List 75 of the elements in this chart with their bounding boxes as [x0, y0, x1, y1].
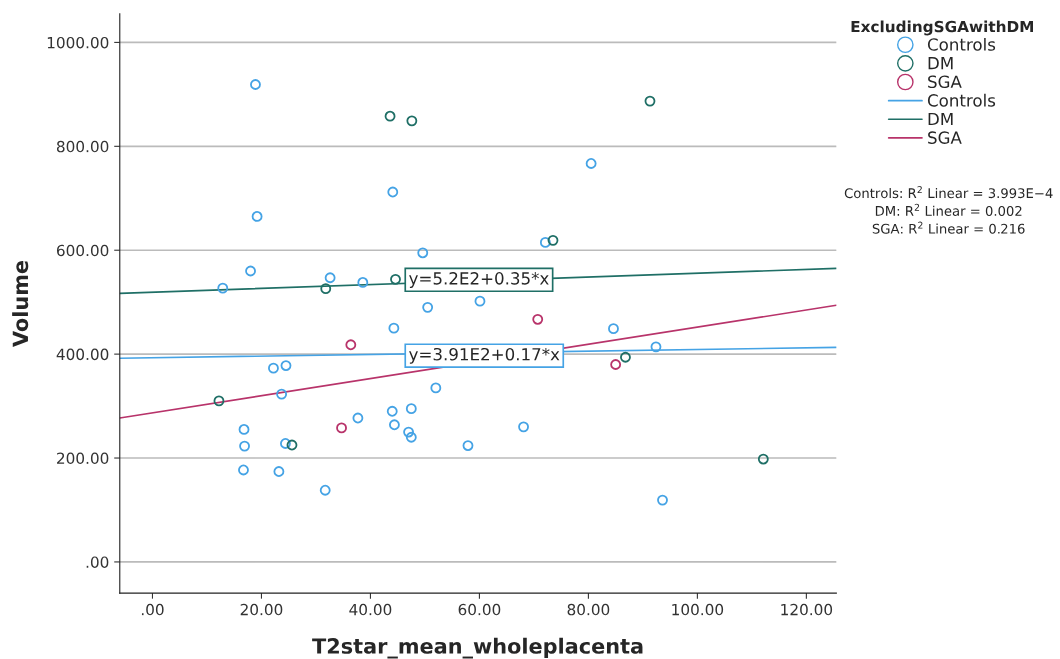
- point: [319, 484, 331, 496]
- point: [462, 440, 474, 451]
- point: [417, 247, 429, 259]
- y-tick-label: 1000.00: [47, 36, 109, 49]
- y-axis-title: Volume: [12, 260, 29, 347]
- point: [286, 439, 298, 451]
- x-tick-label: 120.00: [781, 603, 833, 616]
- point: [388, 322, 400, 334]
- point: [238, 424, 250, 435]
- point: [403, 426, 415, 438]
- legend-label: DM: [928, 112, 953, 126]
- point: [757, 453, 769, 465]
- point: [657, 494, 668, 506]
- x-tick-label: 40.00: [349, 603, 392, 616]
- annotation: y=5.2E2+0.35*x: [409, 272, 549, 288]
- point: [390, 273, 401, 285]
- point: [585, 158, 597, 169]
- legend-label: SGA: [928, 75, 962, 89]
- text: SGA: R$^{2}$ Linear = 0.216: [872, 221, 1025, 234]
- point: [547, 234, 559, 246]
- point: [324, 272, 336, 284]
- point: [273, 466, 285, 477]
- point: [386, 405, 398, 417]
- point: [384, 110, 396, 122]
- point: [406, 115, 418, 127]
- x-axis-title: T2star_mean_wholeplacenta: [312, 637, 643, 659]
- point: [280, 360, 292, 371]
- point: [620, 351, 631, 363]
- point: [650, 341, 662, 353]
- point: [280, 438, 291, 449]
- point: [532, 313, 544, 325]
- point: [388, 419, 400, 431]
- point: [276, 388, 288, 400]
- legend-label: SGA: [928, 131, 962, 144]
- point: [268, 362, 279, 374]
- point: [245, 265, 256, 277]
- point: [213, 395, 225, 407]
- point: [405, 403, 417, 415]
- x-tick-label: 80.00: [567, 603, 610, 616]
- point: [320, 283, 332, 295]
- point: [238, 464, 249, 476]
- legend-title: ExcludingSGAwithDM: [851, 20, 1033, 36]
- y-tick-label: 200.00: [57, 452, 109, 465]
- point: [474, 295, 486, 307]
- point: [239, 440, 250, 452]
- x-tick-label: .00: [141, 603, 164, 616]
- point: [422, 301, 434, 313]
- point: [250, 79, 261, 90]
- point: [608, 323, 619, 335]
- text: Controls: R$^{2}$ Linear = 3.993E−4: [844, 186, 1053, 199]
- point: [430, 382, 442, 394]
- point: [217, 282, 229, 294]
- point: [357, 277, 369, 288]
- text: DM: R$^{2}$ Linear = 0.002: [875, 203, 1022, 216]
- point: [539, 237, 551, 248]
- point: [336, 422, 347, 434]
- point: [387, 186, 399, 198]
- point: [352, 412, 364, 424]
- y-tick-label: .00: [86, 556, 109, 568]
- annotation: y=3.91E2+0.17*x: [409, 347, 560, 364]
- point: [345, 339, 357, 351]
- y-tick-label: 400.00: [56, 348, 109, 361]
- point: [251, 211, 263, 222]
- point: [644, 95, 656, 107]
- x-tick-label: 100.00: [672, 603, 724, 616]
- point: [405, 431, 417, 443]
- point: [610, 359, 622, 370]
- legend-label: DM: [928, 57, 953, 70]
- y-tick-label: 800.00: [56, 140, 109, 153]
- y-tick-label: 600.00: [56, 244, 109, 257]
- x-tick-label: 60.00: [458, 603, 501, 616]
- legend-label: Controls: [927, 37, 996, 51]
- legend-label: Controls: [927, 93, 996, 107]
- x-tick-label: 20.00: [240, 603, 283, 616]
- point: [518, 421, 529, 433]
